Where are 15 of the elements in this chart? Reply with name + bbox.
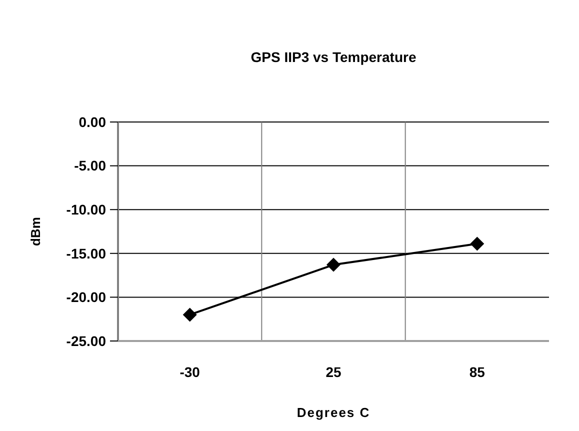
x-axis-title: Degrees C — [296, 405, 370, 420]
y-tick-label: -10.00 — [66, 202, 106, 218]
y-tick-label: -20.00 — [66, 289, 106, 306]
point — [182, 308, 197, 322]
chart-title: GPS IIP3 vs Temperature — [250, 49, 416, 65]
point — [470, 236, 484, 251]
y-tick-label: -5.00 — [74, 158, 106, 174]
x-tick-label: 85 — [469, 364, 486, 380]
x-tick-label: -30 — [180, 364, 200, 380]
point — [326, 258, 340, 272]
y-tick-label: 0.00 — [78, 114, 106, 130]
y-tick-label: -15.00 — [66, 245, 106, 262]
x-tick-label: 25 — [326, 364, 342, 380]
y-tick-label: -25.00 — [66, 332, 106, 349]
y-axis-title: dBm — [28, 217, 43, 246]
